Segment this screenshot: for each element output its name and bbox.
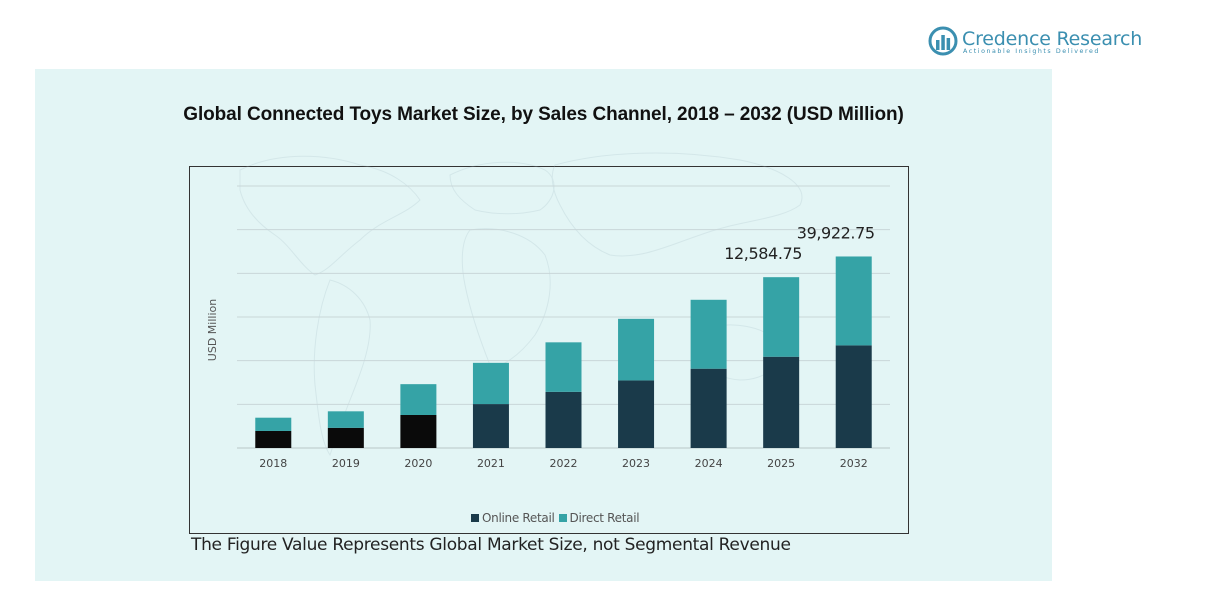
bar-online-retail-2018 (255, 430, 292, 448)
legend-item-online-retail: Online Retail (471, 511, 555, 525)
bar-online-retail-2025 (763, 356, 800, 448)
bar-direct-retail-2022 (545, 342, 582, 392)
x-tick-label: 2020 (404, 457, 432, 470)
bar-online-retail-2023 (618, 380, 655, 448)
footnote: The Figure Value Represents Global Marke… (191, 535, 791, 555)
chart-panel (35, 69, 1052, 581)
chart-frame (189, 166, 909, 534)
bar-online-retail-2019 (327, 427, 364, 448)
x-tick-label: 2023 (622, 457, 650, 470)
bar-direct-retail-2032 (835, 256, 872, 346)
bar-direct-retail-2018 (255, 417, 292, 431)
x-tick-label: 2022 (550, 457, 578, 470)
bar-direct-retail-2019 (327, 411, 364, 428)
legend-label-online-retail: Online Retail (482, 511, 555, 525)
logo-icon (928, 26, 958, 56)
x-tick-label: 2024 (695, 457, 723, 470)
x-tick-label: 2032 (840, 457, 868, 470)
bar-online-retail-2021 (472, 404, 509, 448)
credence-research-logo: Credence Research Actionable Insights De… (928, 26, 1142, 60)
legend-item-direct-retail: Direct Retail (558, 511, 640, 525)
bar-online-retail-2020 (400, 414, 437, 448)
legend-swatch-direct-retail (558, 514, 567, 522)
chart-legend: Online Retail Direct Retail (471, 511, 643, 525)
x-tick-label: 2025 (767, 457, 795, 470)
x-tick-label: 2019 (332, 457, 360, 470)
chart-title: Global Connected Toys Market Size, by Sa… (183, 104, 904, 125)
x-tick-label: 2021 (477, 457, 505, 470)
bar-online-retail-2022 (545, 391, 582, 448)
bar-direct-retail-2021 (472, 362, 509, 405)
bar-online-retail-2032 (835, 345, 872, 448)
x-tick-label: 2018 (259, 457, 287, 470)
data-label-2032: 39,922.75 (797, 223, 875, 242)
legend-label-direct-retail: Direct Retail (569, 511, 640, 525)
y-axis-label: USD Million (206, 299, 219, 361)
bar-direct-retail-2024 (690, 299, 727, 369)
data-label-2025: 12,584.75 (724, 244, 802, 263)
bar-direct-retail-2020 (400, 384, 437, 415)
bar-online-retail-2024 (690, 368, 727, 448)
bar-direct-retail-2025 (763, 277, 800, 357)
legend-swatch-online-retail (471, 514, 479, 522)
logo-name: Credence Research (962, 28, 1143, 50)
logo-tagline: Actionable Insights Delivered (963, 48, 1100, 55)
bar-direct-retail-2023 (618, 318, 655, 381)
